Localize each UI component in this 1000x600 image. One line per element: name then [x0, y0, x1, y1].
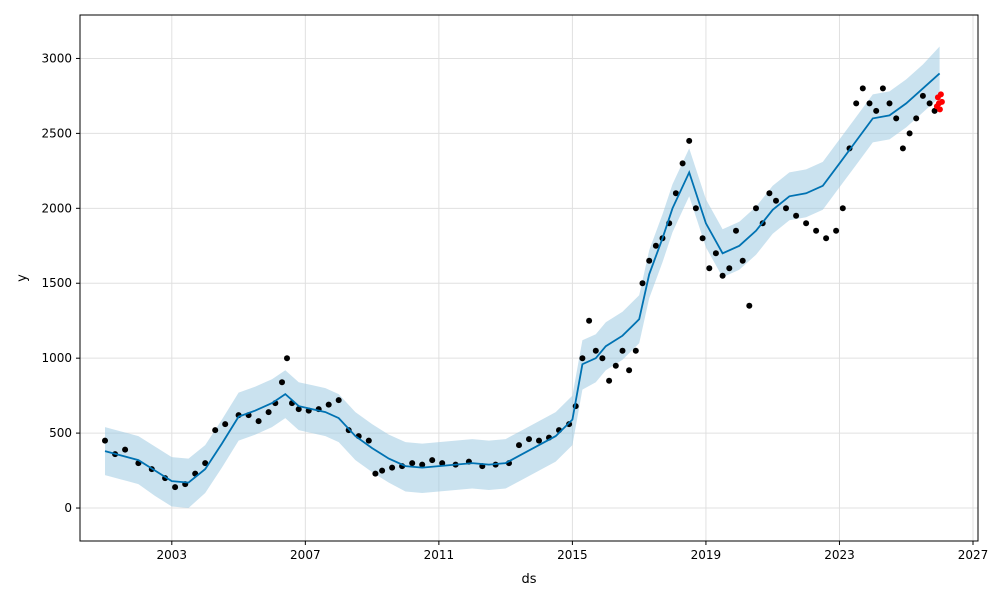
- observed-point: [919, 92, 926, 99]
- observed-point: [526, 436, 532, 443]
- observed-point: [692, 205, 699, 212]
- observed-point: [212, 427, 219, 434]
- observed-point: [893, 115, 900, 122]
- observed-point: [632, 347, 639, 354]
- x-axis-label: ds: [521, 572, 536, 587]
- x-tick-label: 2007: [290, 548, 321, 562]
- observed-point: [719, 272, 726, 279]
- observed-point: [419, 461, 426, 468]
- observed-point: [265, 409, 272, 416]
- observed-point: [783, 205, 789, 212]
- observed-point: [906, 130, 913, 137]
- observed-point: [726, 265, 733, 272]
- x-tick-label: 2003: [157, 548, 188, 562]
- plot-frame: [79, 14, 979, 542]
- observed-point: [813, 227, 820, 234]
- observed-point: [859, 85, 866, 92]
- observed-point: [733, 227, 739, 234]
- observed-point: [626, 367, 633, 374]
- observed-point: [886, 100, 893, 107]
- x-axis-ticks: 2003 2007 2011 2015 2019 2023 2027: [157, 541, 989, 562]
- observed-point: [295, 406, 302, 413]
- observed-point: [365, 437, 372, 444]
- highlight-point: [938, 98, 945, 105]
- x-tick-label: 2011: [424, 548, 455, 562]
- observed-point: [773, 197, 779, 204]
- observed-point: [926, 100, 933, 107]
- observed-point: [122, 446, 129, 453]
- observed-point: [325, 401, 332, 408]
- observed-point: [879, 85, 886, 92]
- observed-point: [739, 257, 746, 264]
- y-tick-label: 2000: [41, 201, 72, 215]
- y-axis-label: y: [15, 274, 30, 282]
- highlight-point: [936, 106, 943, 113]
- observed-point: [279, 379, 285, 386]
- observed-point: [536, 437, 542, 444]
- highlight-points: [933, 91, 945, 113]
- observed-point: [255, 418, 262, 425]
- observed-point: [839, 205, 846, 212]
- observed-point: [672, 190, 679, 197]
- observed-point: [793, 212, 800, 219]
- observed-point: [592, 347, 599, 354]
- observed-point: [646, 257, 653, 264]
- observed-point: [172, 484, 179, 491]
- observed-point: [746, 302, 753, 309]
- observed-point: [899, 145, 906, 152]
- observed-point: [599, 355, 606, 362]
- y-tick-label: 3000: [41, 51, 72, 65]
- observed-point: [439, 460, 446, 467]
- observed-point: [409, 460, 416, 467]
- observed-point: [853, 100, 860, 107]
- observed-point: [389, 464, 396, 471]
- observed-point: [833, 227, 840, 234]
- y-tick-label: 1500: [41, 276, 72, 290]
- observed-point: [753, 205, 759, 212]
- observed-point: [284, 355, 290, 362]
- observed-point: [619, 347, 626, 354]
- observed-point: [873, 107, 880, 114]
- uncertainty-band: [105, 46, 940, 508]
- observed-point: [612, 362, 619, 369]
- observed-point: [586, 317, 593, 324]
- observed-point: [579, 355, 586, 362]
- observed-point: [866, 100, 873, 107]
- y-tick-label: 500: [49, 426, 72, 440]
- observed-point: [679, 160, 686, 167]
- y-tick-label: 0: [64, 501, 72, 515]
- observed-point: [102, 437, 108, 444]
- x-tick-label: 2019: [691, 548, 722, 562]
- observed-point: [222, 421, 229, 428]
- observed-point: [686, 137, 693, 144]
- x-tick-label: 2015: [557, 548, 588, 562]
- observed-point: [429, 457, 436, 464]
- observed-point: [639, 280, 646, 287]
- observed-point: [766, 190, 773, 197]
- observed-point: [823, 235, 830, 242]
- observed-point: [706, 265, 713, 272]
- observed-point: [606, 377, 613, 384]
- uncertainty-area: [105, 46, 940, 508]
- trend-line: [104, 72, 941, 484]
- y-tick-label: 1000: [41, 351, 72, 365]
- observed-point: [931, 107, 938, 114]
- observed-point: [913, 115, 920, 122]
- observed-point: [372, 470, 379, 477]
- x-tick-label: 2027: [958, 548, 989, 562]
- observed-point: [335, 397, 342, 404]
- y-tick-label: 2500: [41, 126, 72, 140]
- trend-series-line: [104, 72, 941, 484]
- observed-point: [803, 220, 810, 227]
- x-tick-label: 2023: [824, 548, 855, 562]
- observed-point: [712, 250, 719, 257]
- observed-point: [379, 467, 386, 474]
- observed-point: [202, 460, 209, 467]
- y-axis-ticks: 0 500 1000 1500 2000 2500 3000: [41, 51, 80, 515]
- observed-point: [652, 242, 659, 249]
- highlight-point: [937, 91, 944, 98]
- observed-point: [699, 235, 706, 242]
- observed-point: [516, 442, 522, 449]
